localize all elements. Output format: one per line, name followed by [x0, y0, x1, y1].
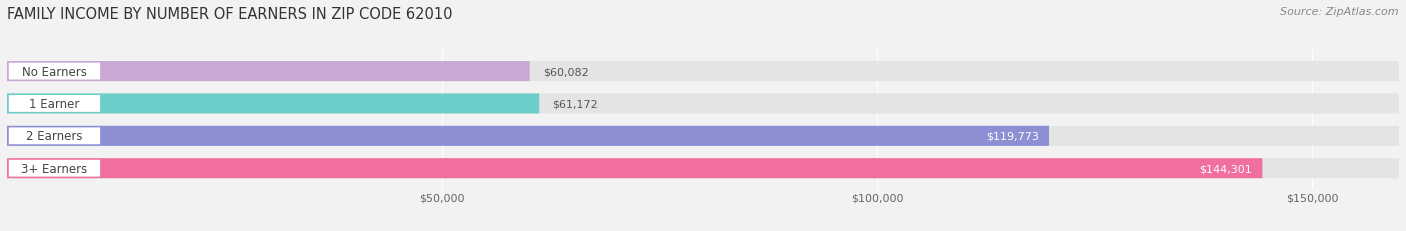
- FancyBboxPatch shape: [8, 160, 100, 177]
- Text: No Earners: No Earners: [22, 65, 87, 78]
- Text: 2 Earners: 2 Earners: [27, 130, 83, 143]
- Text: $144,301: $144,301: [1199, 164, 1251, 173]
- Text: $119,773: $119,773: [986, 131, 1039, 141]
- FancyBboxPatch shape: [7, 158, 1399, 179]
- FancyBboxPatch shape: [8, 63, 100, 80]
- FancyBboxPatch shape: [7, 94, 1399, 114]
- Text: $60,082: $60,082: [543, 67, 589, 77]
- FancyBboxPatch shape: [8, 96, 100, 112]
- FancyBboxPatch shape: [7, 94, 540, 114]
- Text: Source: ZipAtlas.com: Source: ZipAtlas.com: [1281, 7, 1399, 17]
- FancyBboxPatch shape: [8, 128, 100, 145]
- Text: $61,172: $61,172: [553, 99, 598, 109]
- Text: 1 Earner: 1 Earner: [30, 97, 80, 110]
- FancyBboxPatch shape: [7, 62, 530, 82]
- Text: 3+ Earners: 3+ Earners: [21, 162, 87, 175]
- FancyBboxPatch shape: [7, 158, 1263, 179]
- FancyBboxPatch shape: [7, 126, 1049, 146]
- FancyBboxPatch shape: [7, 62, 1399, 82]
- Text: FAMILY INCOME BY NUMBER OF EARNERS IN ZIP CODE 62010: FAMILY INCOME BY NUMBER OF EARNERS IN ZI…: [7, 7, 453, 22]
- FancyBboxPatch shape: [7, 126, 1399, 146]
